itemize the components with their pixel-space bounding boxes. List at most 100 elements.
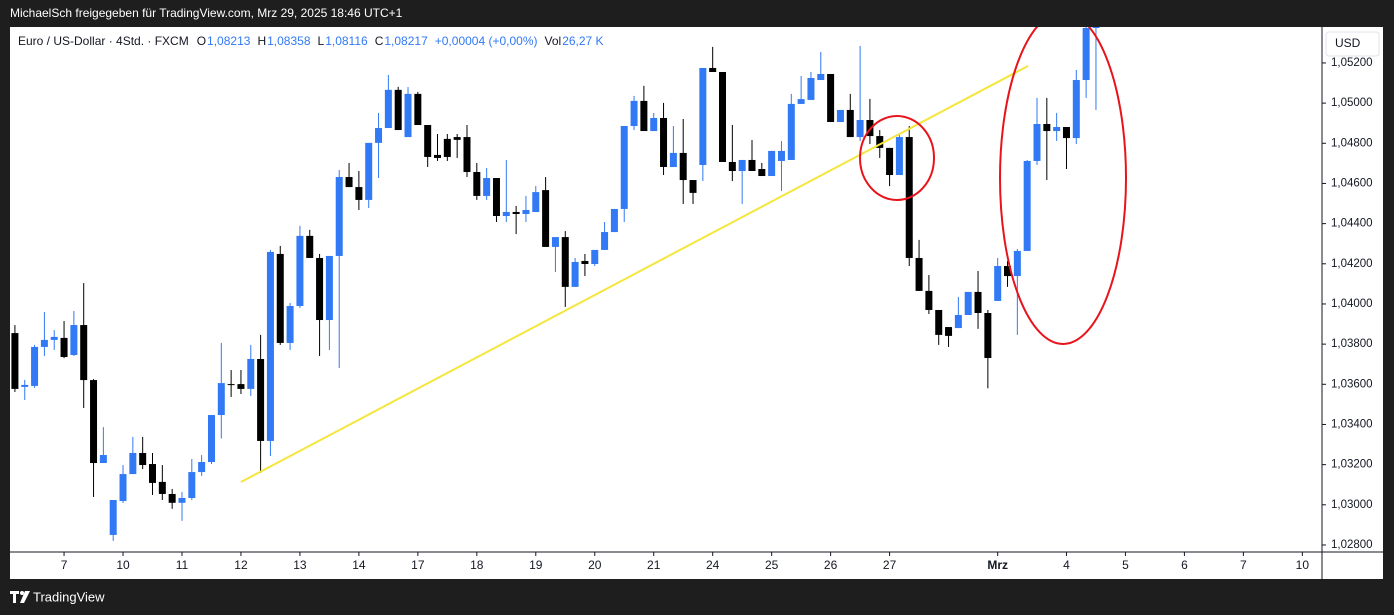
candle-body [945,327,953,336]
currency-label[interactable]: USD [1335,36,1361,50]
y-tick-label: 1,04600 [1331,177,1373,189]
x-tick-label: 7 [61,558,68,572]
candle-body [925,290,933,310]
trend-line [240,65,1029,483]
candle-body [335,177,343,256]
candle-body [1053,127,1061,132]
candle-body [591,249,599,264]
legend-value: 1,08358 [267,34,311,48]
candle-body [728,161,736,172]
candle-body [768,150,776,177]
legend-value: 1,08213 [207,34,251,48]
candle-body [974,291,982,313]
x-tick-label: 21 [647,558,661,572]
y-tick-label: 1,04200 [1331,258,1373,270]
candle-body [158,481,166,494]
candle-body [1033,124,1041,161]
candle-body [1092,27,1100,29]
candle-body [355,187,363,200]
x-tick-label: 5 [1122,558,1129,572]
candle-body [296,235,304,306]
candle-body [984,312,992,358]
candle-body [306,235,314,258]
candle-body [886,147,894,176]
candle-body [345,177,353,188]
candle-body [384,89,392,129]
candle-body [895,137,903,176]
candle-body [60,337,68,357]
x-tick-label: 10 [116,558,130,572]
candle-body [876,136,884,148]
x-tick-label: 20 [588,558,602,572]
candle-body [1023,160,1031,251]
candle-body [532,192,540,212]
candle-body [777,150,785,161]
candle-body [581,260,589,264]
candle-body [453,137,461,140]
candle-body [188,472,196,498]
y-tick-label: 1,03800 [1331,338,1373,350]
drawings [240,27,1127,483]
candle-body [99,454,107,464]
plot-area [11,27,1100,541]
y-tick-label: 1,04400 [1331,218,1373,230]
candle-body [679,152,687,181]
candle-body [601,232,609,250]
candle-body [640,100,648,132]
candle-body [424,125,432,157]
x-tick-label: 10 [1296,558,1310,572]
candle-body [365,142,373,200]
candle-body [394,89,402,131]
candle-body [1072,80,1080,139]
footer-logo [10,591,30,603]
candle-body [404,93,412,138]
candle-body [748,159,756,172]
candle-body [31,346,39,386]
x-tick-label: 18 [470,558,484,572]
y-tick-label: 1,03000 [1331,499,1373,511]
x-tick-label: 4 [1063,558,1070,572]
candle-body [787,103,795,160]
candle-body [257,358,265,441]
legend-label: O [197,34,206,48]
candle-body [50,336,58,340]
candle-body [40,339,48,347]
y-tick-label: 1,03600 [1331,378,1373,390]
logo-mark [20,591,24,595]
x-tick-label: 6 [1181,558,1188,572]
legend-value: 1,08116 [325,34,368,48]
currency-box[interactable] [1325,31,1380,57]
candle-body [512,211,520,214]
candle-body [542,190,550,247]
x-tick-label: 11 [176,558,189,572]
candle-body [954,315,962,329]
highlight-ellipse [859,115,935,201]
candle-body [522,209,530,214]
candle-body [217,383,225,416]
candle-body [689,180,697,193]
candle-body [650,117,658,132]
x-tick-label: 7 [1240,558,1247,572]
candle-body [620,126,628,209]
candle-body [178,497,186,503]
x-tick-label: 27 [883,558,897,572]
y-tick-label: 1,02800 [1331,539,1373,551]
y-tick-label: 1,03200 [1331,459,1373,471]
legend-label: C [375,34,384,48]
candle-body [709,67,717,72]
candle-body [669,152,677,167]
candle-body [935,309,943,335]
candle-body [325,255,333,321]
x-tick-label: Mrz [987,558,1008,572]
candle-body [473,172,481,196]
candle-body [149,464,157,483]
candle-body [758,168,766,177]
candle-body [227,384,235,386]
candle-body [502,211,510,216]
logo-mark [20,591,30,603]
legend-label: Vol [545,34,562,48]
x-tick-label: 19 [529,558,543,572]
candle-body [994,266,1002,301]
candle-body [660,117,668,167]
